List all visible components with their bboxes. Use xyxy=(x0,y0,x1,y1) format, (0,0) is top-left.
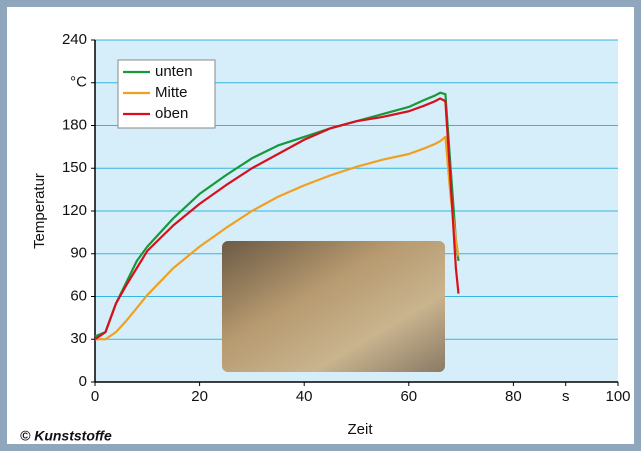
legend-label: Mitte xyxy=(155,84,188,101)
photo xyxy=(222,241,445,372)
x-tick-label: 0 xyxy=(91,388,99,405)
legend-label: unten xyxy=(155,63,193,80)
legend-label: oben xyxy=(155,105,188,122)
chart: Zeit Temperatur © Kunststoffe 0 30 60 90 120… xyxy=(0,0,641,451)
x-axis-label: Zeit xyxy=(347,421,373,438)
x-tick-label: 40 xyxy=(296,388,313,405)
y-tick-label: 90 xyxy=(70,245,87,262)
credit: © Kunststoffe xyxy=(20,428,112,444)
y-tick-label: 60 xyxy=(70,287,87,304)
y-tick-label: 30 xyxy=(70,330,87,347)
y-tick-label: 240 xyxy=(62,31,87,48)
y-tick-label: 150 xyxy=(62,159,87,176)
y-tick-label: 120 xyxy=(62,202,87,219)
x-tick-label: 100 xyxy=(605,388,630,405)
y-tick-label: 0 xyxy=(79,373,87,390)
x-tick-label: 20 xyxy=(191,388,208,405)
page: Zeit Temperatur © Kunststoffe 0 30 60 90 120… xyxy=(0,0,641,456)
x-tick-label: 60 xyxy=(400,388,417,405)
y-tick-label: 180 xyxy=(62,116,87,133)
y-axis-label: Temperatur xyxy=(31,173,48,249)
x-tick-label: 80 xyxy=(505,388,522,405)
y-tick-label: °C xyxy=(70,74,87,91)
x-tick-label: s xyxy=(562,388,570,405)
